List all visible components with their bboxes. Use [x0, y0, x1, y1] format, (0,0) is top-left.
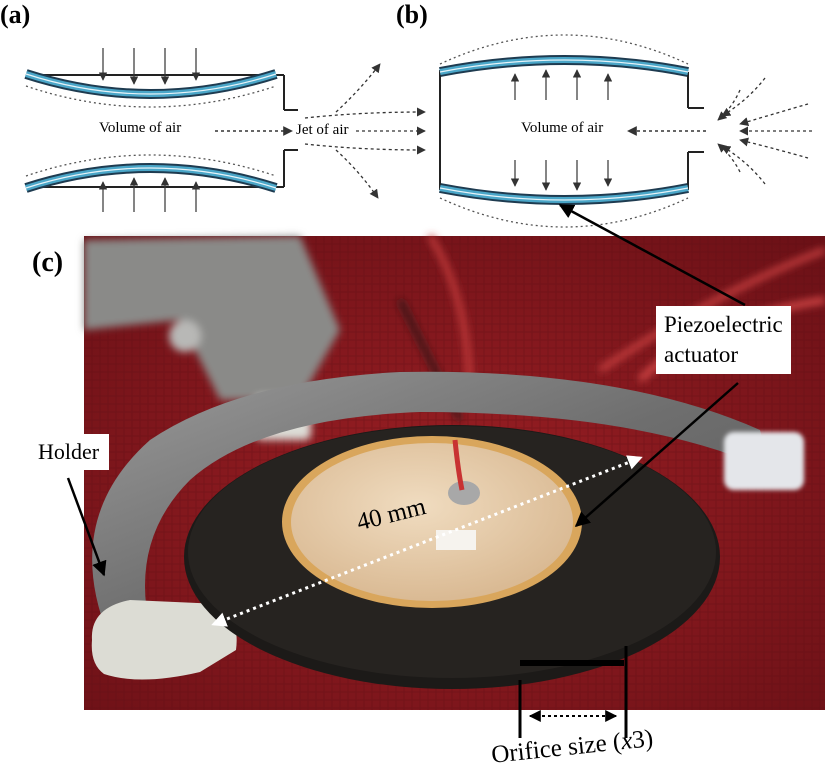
panel-a-jet-label: Jet of air [294, 122, 351, 139]
panel-a-actuator-bottom [24, 163, 278, 193]
panel-a-deflection-top [25, 85, 277, 108]
orifice-dimension [518, 646, 628, 738]
holder-clip-right [724, 432, 804, 490]
panel-a-actuator-top [24, 69, 278, 99]
piezo-label-line2: actuator [664, 342, 739, 367]
holder-leader-line [66, 477, 107, 577]
piezo-label: Piezoelectric actuator [656, 306, 791, 374]
panel-a-chamber [26, 74, 298, 188]
panel-b-diagram [439, 34, 812, 228]
panel-b-volume-label: Volume of air [521, 120, 604, 136]
panel-a-diagram [24, 48, 426, 212]
panel-b-actuator-top [439, 55, 689, 77]
holder-label: Holder [28, 434, 110, 470]
holder-clip-left [91, 600, 237, 680]
orifice-label-suffix: 3) [630, 725, 655, 755]
piezo-leader-to-b [558, 203, 746, 307]
piezo-leader-line [574, 382, 739, 527]
orifice-slot [520, 660, 624, 666]
panel-b-force-arrows-bottom [510, 160, 613, 191]
panel-c-letter: (c) [26, 244, 70, 282]
holder-arc [92, 371, 771, 640]
piezo-label-line1: Piezoelectric [664, 312, 783, 337]
panel-b-letter: (b) [396, 0, 428, 29]
panel-b-suction-arrows [717, 77, 812, 185]
panel-a-force-arrows-top [98, 48, 201, 85]
panel-a-letter: (a) [0, 0, 31, 29]
panel-a-jet-arrows [304, 63, 426, 199]
panel-a-volume-label: Volume of air [99, 120, 182, 136]
panel-b-chamber [439, 70, 704, 190]
electrode-pad [436, 530, 476, 550]
panel-b-force-arrows-top [510, 69, 613, 100]
solder-point [448, 481, 480, 505]
panel-a-force-arrows-bottom [98, 177, 201, 212]
panel-b-actuator-bottom [439, 183, 689, 205]
panel-a-deflection-bottom [25, 154, 277, 177]
panel-c-photo [66, 234, 825, 710]
